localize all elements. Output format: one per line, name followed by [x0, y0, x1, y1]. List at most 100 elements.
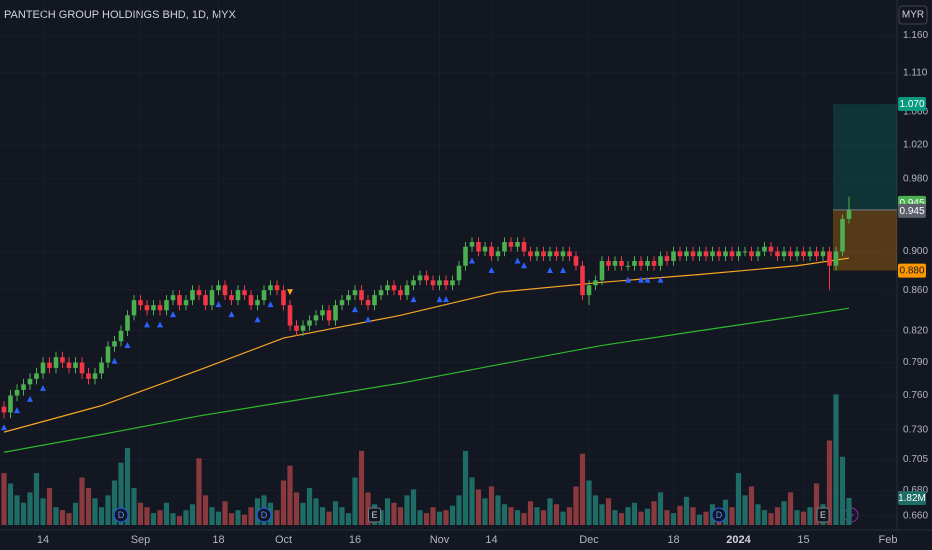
volume-bar [352, 477, 358, 525]
candle-body [40, 362, 46, 374]
volume-bar [664, 510, 670, 525]
volume-bar [209, 507, 215, 525]
volume-bar [774, 507, 781, 525]
volume-bar [313, 498, 319, 525]
signal-up [124, 341, 131, 348]
volume-bar [781, 501, 787, 525]
event-badge[interactable] [256, 507, 272, 523]
volume-bar [46, 487, 53, 525]
candle-body [372, 295, 377, 306]
volume-bar [833, 394, 839, 525]
candle-body [183, 300, 189, 306]
volume-bar [222, 501, 228, 525]
candle-body [8, 395, 13, 413]
target-zone[interactable] [833, 104, 897, 210]
candle-body [658, 256, 663, 266]
volume-bar [176, 516, 183, 525]
candle-body [216, 285, 221, 291]
volume-bar [527, 501, 534, 525]
candle-body [775, 251, 780, 257]
signal-up [488, 266, 495, 273]
candle-body [411, 280, 416, 286]
x-tick-label: 15 [797, 534, 809, 546]
volume-bar [586, 480, 592, 525]
candle-body [21, 384, 26, 390]
signal-up [1, 424, 7, 431]
candle-body [521, 242, 527, 252]
signal-up [469, 257, 475, 264]
event-label[interactable]: D [261, 510, 268, 520]
event-badge[interactable] [816, 507, 830, 523]
candle-body [229, 295, 234, 301]
volume-bar [72, 502, 79, 525]
currency[interactable]: MYR [902, 10, 924, 21]
candle-body [495, 251, 501, 257]
signal-up [170, 311, 176, 318]
candle-body [287, 305, 293, 326]
candle-body [833, 251, 839, 266]
candle-body [209, 290, 215, 306]
candle-body [242, 290, 247, 296]
volume-bar [631, 502, 638, 525]
candle-body [456, 265, 462, 281]
volume-bar [157, 510, 163, 525]
volume-bar [794, 510, 800, 525]
candle-body [170, 295, 176, 301]
volume-bar [807, 507, 813, 525]
volume-bar [579, 453, 586, 525]
candle-body [248, 295, 254, 306]
event-label[interactable]: D [716, 510, 723, 520]
volume-bar [657, 492, 664, 525]
signal-up [560, 266, 566, 273]
candle-body [599, 260, 605, 281]
event-label[interactable]: E [820, 510, 826, 520]
candle-body [593, 280, 598, 286]
volume-bar [235, 510, 241, 525]
volume-bar [274, 510, 280, 525]
candle-body [53, 357, 59, 368]
volume-bar [293, 492, 300, 525]
volume-bar [397, 507, 404, 525]
volume-bar [163, 502, 170, 525]
candle-body [365, 300, 371, 306]
currency-box[interactable] [898, 5, 928, 25]
event-badge[interactable] [368, 507, 381, 523]
y-tick-label: 0.900 [903, 246, 928, 257]
moving-average [3, 257, 850, 433]
volume-bar [566, 507, 573, 525]
volume-bar [625, 507, 631, 525]
signal-up [14, 407, 20, 414]
volume-bar [196, 458, 202, 525]
candle-body [417, 275, 423, 281]
y-tick-label: 0.680 [903, 485, 928, 496]
volume-bar [189, 504, 196, 525]
candle-body [164, 300, 169, 311]
event-label[interactable]: D [118, 510, 125, 520]
candle-body [573, 256, 579, 266]
candle-body [736, 251, 741, 257]
volume-bar [410, 489, 417, 525]
signal-up [157, 321, 163, 328]
volume-bar [534, 507, 540, 525]
volume-bar [683, 496, 690, 525]
candle-body [73, 362, 78, 368]
target-label: 1.070 [899, 99, 924, 110]
event-label[interactable]: E [371, 510, 377, 520]
volume-bar [53, 507, 59, 525]
event-badge[interactable] [711, 507, 727, 523]
candle-body [671, 251, 676, 261]
candle-body [66, 362, 72, 368]
volume-bar [66, 513, 72, 525]
volume-bar [560, 511, 566, 525]
volume-bar [228, 513, 235, 525]
candle-body [47, 362, 52, 368]
candle-body [320, 310, 325, 316]
candle-body [378, 290, 384, 296]
volume-bar [462, 450, 469, 525]
volume-bar [215, 511, 222, 525]
event-badge[interactable] [113, 507, 129, 523]
candle-body [261, 290, 267, 301]
volume-bar [111, 480, 118, 525]
candle-body [755, 251, 761, 257]
